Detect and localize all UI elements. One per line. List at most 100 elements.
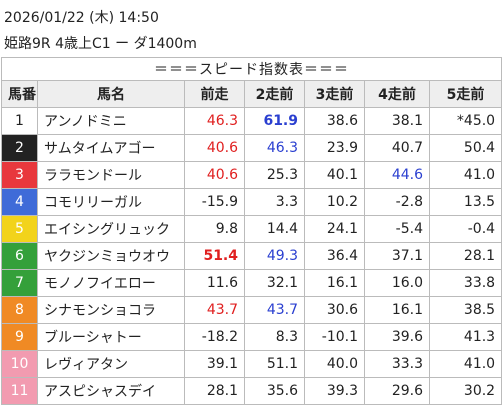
speed-index: 43.7 <box>184 296 245 324</box>
speed-index: 36.4 <box>304 242 365 270</box>
horse-name: アンノドミニ <box>37 107 185 135</box>
speed-index: 25.3 <box>244 161 305 189</box>
horse-name: シナモンショコラ <box>37 296 185 324</box>
speed-index: 61.9 <box>244 107 305 135</box>
speed-index: 16.1 <box>364 296 430 324</box>
speed-index: 32.1 <box>244 269 305 297</box>
speed-index: 16.0 <box>364 269 430 297</box>
horse-name: エイシングリュック <box>37 215 185 243</box>
table-title: ＝＝＝スピード指数表＝＝＝ <box>0 57 502 81</box>
speed-index: 43.7 <box>244 296 305 324</box>
speed-index: 14.4 <box>244 215 305 243</box>
speed-index: 9.8 <box>184 215 245 243</box>
column-header: 2走前 <box>244 80 305 108</box>
speed-index: 40.1 <box>304 161 365 189</box>
data-row: 10 レヴィアタン 39.1 51.1 40.0 33.3 41.0 <box>1 350 502 378</box>
column-header: 3走前 <box>304 80 365 108</box>
horse-name: サムタイムアゴー <box>37 134 185 162</box>
speed-index: 37.1 <box>364 242 430 270</box>
speed-index: 46.3 <box>244 134 305 162</box>
speed-index: 23.9 <box>304 134 365 162</box>
data-row: 5 エイシングリュック 9.8 14.4 24.1 -5.4 -0.4 <box>1 215 502 243</box>
horse-number: 6 <box>1 242 38 270</box>
column-header: 馬名 <box>37 80 185 108</box>
data-row: 4 コモリリーガル -15.9 3.3 10.2 -2.8 13.5 <box>1 188 502 216</box>
title-row: ＝＝＝スピード指数表＝＝＝ <box>0 57 502 81</box>
horse-name: モノノフイエロー <box>37 269 185 297</box>
speed-index: 30.6 <box>304 296 365 324</box>
speed-index: 49.3 <box>244 242 305 270</box>
data-row: 9 ブルーシャトー -18.2 8.3 -10.1 39.6 41.3 <box>1 323 502 351</box>
horse-name: ブルーシャトー <box>37 323 185 351</box>
datetime: 2026/01/22 (木) 14:50 <box>4 10 159 26</box>
speed-index: 28.1 <box>428 242 502 270</box>
column-header: 前走 <box>184 80 245 108</box>
data-row: 3 ララモンドール 40.6 25.3 40.1 44.6 41.0 <box>1 161 502 189</box>
speed-index: 39.6 <box>364 323 430 351</box>
speed-index: 33.8 <box>428 269 502 297</box>
speed-index: -10.1 <box>304 323 365 351</box>
speed-table: ＝＝＝スピード指数表＝＝＝ 馬番 馬名 前走 2走前 3走前 4走前 5走前 1 アンノドミニ 46… <box>0 57 502 405</box>
speed-index: 51.1 <box>244 350 305 378</box>
speed-index: 33.3 <box>364 350 430 378</box>
horse-number: 2 <box>1 134 38 162</box>
speed-index: 41.0 <box>428 350 502 378</box>
speed-index: 40.6 <box>184 134 245 162</box>
speed-index: 8.3 <box>244 323 305 351</box>
speed-index: -2.8 <box>364 188 430 216</box>
data-row: 2 サムタイムアゴー 40.6 46.3 23.9 40.7 50.4 <box>1 134 502 162</box>
speed-index: 39.1 <box>184 350 245 378</box>
speed-index: 35.6 <box>244 377 305 405</box>
speed-index: 16.1 <box>304 269 365 297</box>
horse-name: アスピシャスデイ <box>37 377 185 405</box>
horse-number: 10 <box>1 350 38 378</box>
speed-index: -5.4 <box>364 215 430 243</box>
speed-index: 38.1 <box>364 107 430 135</box>
horse-name: ヤクジンミョウオウ <box>37 242 185 270</box>
speed-index: 24.1 <box>304 215 365 243</box>
horse-name: コモリリーガル <box>37 188 185 216</box>
speed-index: 30.2 <box>428 377 502 405</box>
speed-index: 44.6 <box>364 161 430 189</box>
speed-index: -15.9 <box>184 188 245 216</box>
speed-index: 41.0 <box>428 161 502 189</box>
speed-index: 13.5 <box>428 188 502 216</box>
column-header: 5走前 <box>428 80 502 108</box>
horse-number: 11 <box>1 377 38 405</box>
data-row: 7 モノノフイエロー 11.6 32.1 16.1 16.0 33.8 <box>1 269 502 297</box>
speed-index: 3.3 <box>244 188 305 216</box>
speed-index: 40.0 <box>304 350 365 378</box>
speed-index: 40.7 <box>364 134 430 162</box>
speed-index: 28.1 <box>184 377 245 405</box>
column-header: 4走前 <box>364 80 430 108</box>
header-row: 馬番 馬名 前走 2走前 3走前 4走前 5走前 <box>1 80 502 108</box>
speed-index: 10.2 <box>304 188 365 216</box>
speed-index: 46.3 <box>184 107 245 135</box>
speed-index: 39.3 <box>304 377 365 405</box>
horse-number: 9 <box>1 323 38 351</box>
column-header: 馬番 <box>1 80 38 108</box>
speed-index: -18.2 <box>184 323 245 351</box>
horse-number: 5 <box>1 215 38 243</box>
data-row: 6 ヤクジンミョウオウ 51.4 49.3 36.4 37.1 28.1 <box>1 242 502 270</box>
horse-number: 8 <box>1 296 38 324</box>
speed-index: 41.3 <box>428 323 502 351</box>
speed-index: 38.6 <box>304 107 365 135</box>
horse-number: 1 <box>1 107 38 135</box>
speed-index: 11.6 <box>184 269 245 297</box>
speed-index: 50.4 <box>428 134 502 162</box>
horse-name: レヴィアタン <box>37 350 185 378</box>
speed-index: -0.4 <box>428 215 502 243</box>
speed-index: 29.6 <box>364 377 430 405</box>
speed-index: *45.0 <box>428 107 502 135</box>
horse-number: 4 <box>1 188 38 216</box>
horse-name: ララモンドール <box>37 161 185 189</box>
speed-index: 51.4 <box>184 242 245 270</box>
horse-number: 3 <box>1 161 38 189</box>
race-info: 姫路9R 4歳上C1 ー ダ1400m <box>4 36 197 52</box>
data-row: 11 アスピシャスデイ 28.1 35.6 39.3 29.6 30.2 <box>1 377 502 405</box>
data-row: 8 シナモンショコラ 43.7 43.7 30.6 16.1 38.5 <box>1 296 502 324</box>
horse-number: 7 <box>1 269 38 297</box>
speed-index: 38.5 <box>428 296 502 324</box>
